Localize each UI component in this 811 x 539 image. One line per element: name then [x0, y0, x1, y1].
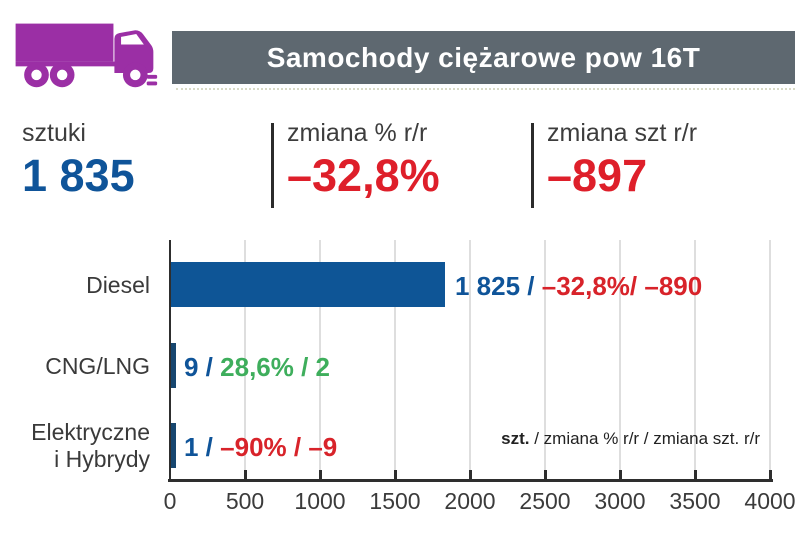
- x-tick-mark: [393, 470, 397, 479]
- x-tick-label: 1000: [294, 488, 346, 514]
- gridline: [319, 240, 321, 479]
- bar-cng-lng: [171, 343, 176, 388]
- stat-pct-change: zmiana % r/r –32,8%: [287, 118, 440, 202]
- stat-unit-change: zmiana szt r/r –897: [547, 118, 697, 202]
- title-banner: Samochody ciężarowe pow 16T: [172, 31, 795, 84]
- x-tick-label: 500: [225, 488, 265, 514]
- x-tick-label: 2500: [519, 488, 571, 514]
- value-units: 1 /: [184, 432, 213, 462]
- x-axis-line: [168, 479, 773, 482]
- x-tick-label: 3500: [669, 488, 721, 514]
- bar-elektryczne: [171, 423, 176, 468]
- gridline: [469, 240, 471, 479]
- value-change: –32,8%/ –890: [534, 271, 703, 301]
- category-line: Elektryczne: [31, 419, 150, 445]
- legend-note-bold: szt.: [501, 429, 530, 448]
- header-dotted-divider: [176, 88, 795, 90]
- stat-units-label: sztuki: [22, 119, 86, 147]
- stat-units-value: 1 835: [22, 150, 135, 201]
- category-label-diesel: Diesel: [86, 272, 150, 299]
- page-title: Samochody ciężarowe pow 16T: [266, 41, 701, 73]
- bar-diesel: [171, 262, 445, 307]
- gridline: [244, 240, 246, 479]
- x-tick-label: 2000: [444, 488, 496, 514]
- x-tick-label: 3000: [594, 488, 646, 514]
- category-line: CNG/LNG: [45, 353, 150, 379]
- stat-pct-change-value: –32,8%: [287, 150, 440, 201]
- x-tick-label: 4000: [744, 488, 796, 514]
- gridline: [619, 240, 621, 479]
- category-label-cng-lng: CNG/LNG: [45, 353, 150, 380]
- category-line: i Hybrydy: [54, 446, 150, 472]
- value-label-elektryczne: 1 / –90% / –9: [184, 432, 337, 462]
- gridline: [544, 240, 546, 479]
- stat-units: sztuki 1 835: [22, 118, 135, 202]
- stat-unit-change-value: –897: [547, 150, 648, 201]
- x-tick-label: 0: [163, 488, 177, 514]
- stat-divider: [531, 123, 534, 208]
- gridline: [694, 240, 696, 479]
- category-line: Diesel: [86, 272, 150, 298]
- x-tick-label: 1500: [369, 488, 421, 514]
- value-label-cng-lng: 9 / 28,6% / 2: [184, 352, 330, 382]
- x-tick-mark: [693, 470, 697, 479]
- value-change: –90% / –9: [212, 432, 338, 462]
- gridline: [394, 240, 396, 479]
- category-label-elektryczne: Elektryczne i Hybrydy: [31, 419, 150, 473]
- stat-unit-change-label: zmiana szt r/r: [547, 119, 698, 147]
- x-tick-mark: [618, 470, 622, 479]
- gridline: [769, 240, 771, 479]
- x-tick-mark: [468, 470, 472, 479]
- stat-divider: [271, 123, 274, 208]
- x-tick-mark: [243, 470, 247, 479]
- x-tick-mark: [318, 470, 322, 479]
- y-axis-line: [169, 240, 171, 480]
- x-tick-mark: [768, 470, 772, 479]
- value-units: 1 825 /: [455, 271, 535, 301]
- stat-pct-change-label: zmiana % r/r: [287, 119, 428, 147]
- value-units: 9 /: [184, 352, 213, 382]
- legend-note-rest: / zmiana % r/r / zmiana szt. r/r: [529, 429, 760, 448]
- legend-note: szt. / zmiana % r/r / zmiana szt. r/r: [501, 429, 760, 449]
- truck-icon: [8, 10, 160, 98]
- value-change: 28,6% / 2: [212, 352, 330, 382]
- value-label-diesel: 1 825 / –32,8%/ –890: [455, 271, 702, 301]
- x-tick-mark: [543, 470, 547, 479]
